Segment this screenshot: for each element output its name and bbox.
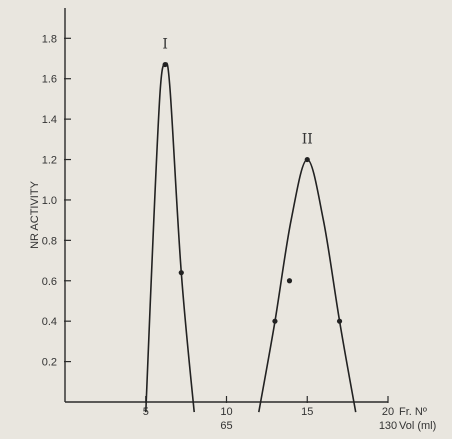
peak-curve-1: [145, 62, 195, 413]
y-tick-label: 0.6: [42, 276, 57, 288]
data-point: [336, 318, 343, 324]
y-axis-label: NR ACTIVITY: [29, 180, 41, 249]
y-tick-label: 0.8: [42, 235, 57, 247]
y-tick-label: 1.8: [42, 33, 57, 45]
x-tick-label: 20: [382, 406, 394, 418]
data-point: [178, 270, 184, 276]
data-point: [272, 318, 278, 324]
x-tick-label: 10: [220, 406, 232, 418]
peak-label: II: [302, 132, 313, 148]
peak-curve-2: [258, 158, 357, 413]
peak-label: I: [162, 37, 168, 53]
data-point: [304, 156, 310, 163]
x-tick-label: 15: [301, 406, 313, 418]
peak-labels: III: [162, 37, 312, 148]
data-points: [162, 61, 343, 324]
y-tick-label: 1.2: [42, 155, 57, 167]
vol-tick-label: 130: [379, 420, 397, 432]
vol-tick-label: 65: [220, 420, 232, 432]
data-point: [162, 61, 168, 68]
curves: [145, 62, 357, 413]
x-axis-label: Fr. Nº: [399, 406, 427, 418]
y-tick-label: 1.4: [42, 114, 57, 126]
y-tick-label: 0.4: [42, 316, 57, 328]
y-tick-label: 0.2: [42, 357, 57, 369]
y-tick-label: 1.0: [42, 195, 57, 207]
vol-axis-label: Vol (ml): [399, 420, 436, 432]
y-tick-label: 1.6: [42, 74, 57, 86]
data-point: [286, 278, 293, 284]
y-ticks: 0.2 0.4 0.6 0.8 1.0 1.2 1.4 1.6 1.8: [42, 33, 71, 369]
